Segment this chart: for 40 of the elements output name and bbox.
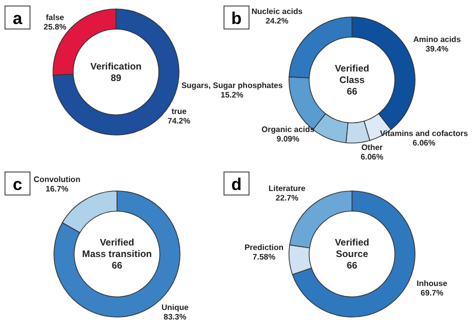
text: Verified	[100, 238, 134, 248]
text: Verified	[334, 64, 370, 74]
text: Mass transition	[82, 249, 152, 260]
slice-label: Prediction	[244, 243, 284, 252]
slice-label: Unique	[161, 303, 190, 312]
text: Verified	[334, 238, 370, 248]
data-label: 7.58%	[252, 252, 276, 262]
text: 66	[346, 260, 358, 272]
slice-label: false	[46, 13, 65, 22]
chart-title: a	[12, 9, 23, 28]
data-label: 39.4%	[426, 44, 448, 54]
chart-title: d	[231, 175, 242, 194]
slice-label: Literature	[268, 184, 306, 193]
data-label: 15.2%	[220, 90, 244, 100]
slice-label: Amino acids	[413, 35, 462, 44]
slice-label: Other	[361, 143, 383, 152]
slice-label: true	[171, 107, 188, 116]
data-label: 74.2%	[168, 116, 190, 126]
data-label: 25.8%	[44, 22, 66, 32]
text: Class	[339, 75, 365, 86]
data-label: 83.3%	[164, 312, 186, 322]
chart-title: b	[231, 9, 242, 28]
slice-label: Convolution	[34, 175, 80, 184]
slice-label: Nucleic acids	[251, 7, 304, 16]
slice-label: Sugars, Sugar phosphates	[181, 81, 284, 90]
text: 66	[346, 86, 358, 98]
data-label: 16.7%	[46, 184, 68, 194]
data-label: 6.06%	[412, 138, 436, 148]
chart-title: c	[12, 175, 22, 194]
data-label: 24.2%	[266, 16, 288, 26]
data-label: 6.06%	[360, 152, 384, 162]
data-label: 69.7%	[420, 288, 444, 298]
text: Source	[336, 249, 368, 260]
text: Verification	[90, 61, 142, 72]
data-label: 22.7%	[276, 194, 298, 202]
slice-label: Inhouse	[416, 279, 448, 288]
slice-label: Organic acids	[262, 125, 315, 134]
text: 89	[110, 72, 122, 84]
data-label: 9.09%	[276, 134, 300, 144]
text: 66	[112, 260, 122, 272]
